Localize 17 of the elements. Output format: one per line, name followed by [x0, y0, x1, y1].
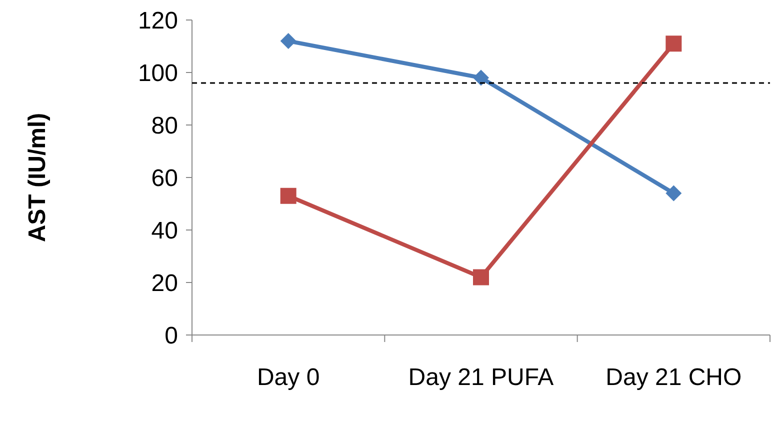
point [666, 185, 682, 202]
y-axis-title: AST (IU/ml) [24, 112, 51, 242]
x-tick-label: Day 0 [256, 364, 320, 391]
y-tick-label: 120 [138, 7, 178, 34]
y-tick-label: 0 [164, 322, 178, 350]
x-tick-label: Day 21 CHO [606, 364, 742, 391]
y-tick-label: 20 [151, 270, 178, 297]
x-tick-label: Day 21 PUFA [408, 364, 554, 391]
y-tick-label: 60 [151, 164, 178, 192]
point [280, 188, 296, 204]
y-tick-label: 40 [151, 217, 178, 244]
point [280, 33, 296, 49]
y-tick-label: 80 [151, 112, 178, 140]
point [473, 70, 489, 86]
y-tick-label: 100 [138, 60, 178, 87]
point [666, 36, 682, 52]
point [473, 269, 489, 286]
